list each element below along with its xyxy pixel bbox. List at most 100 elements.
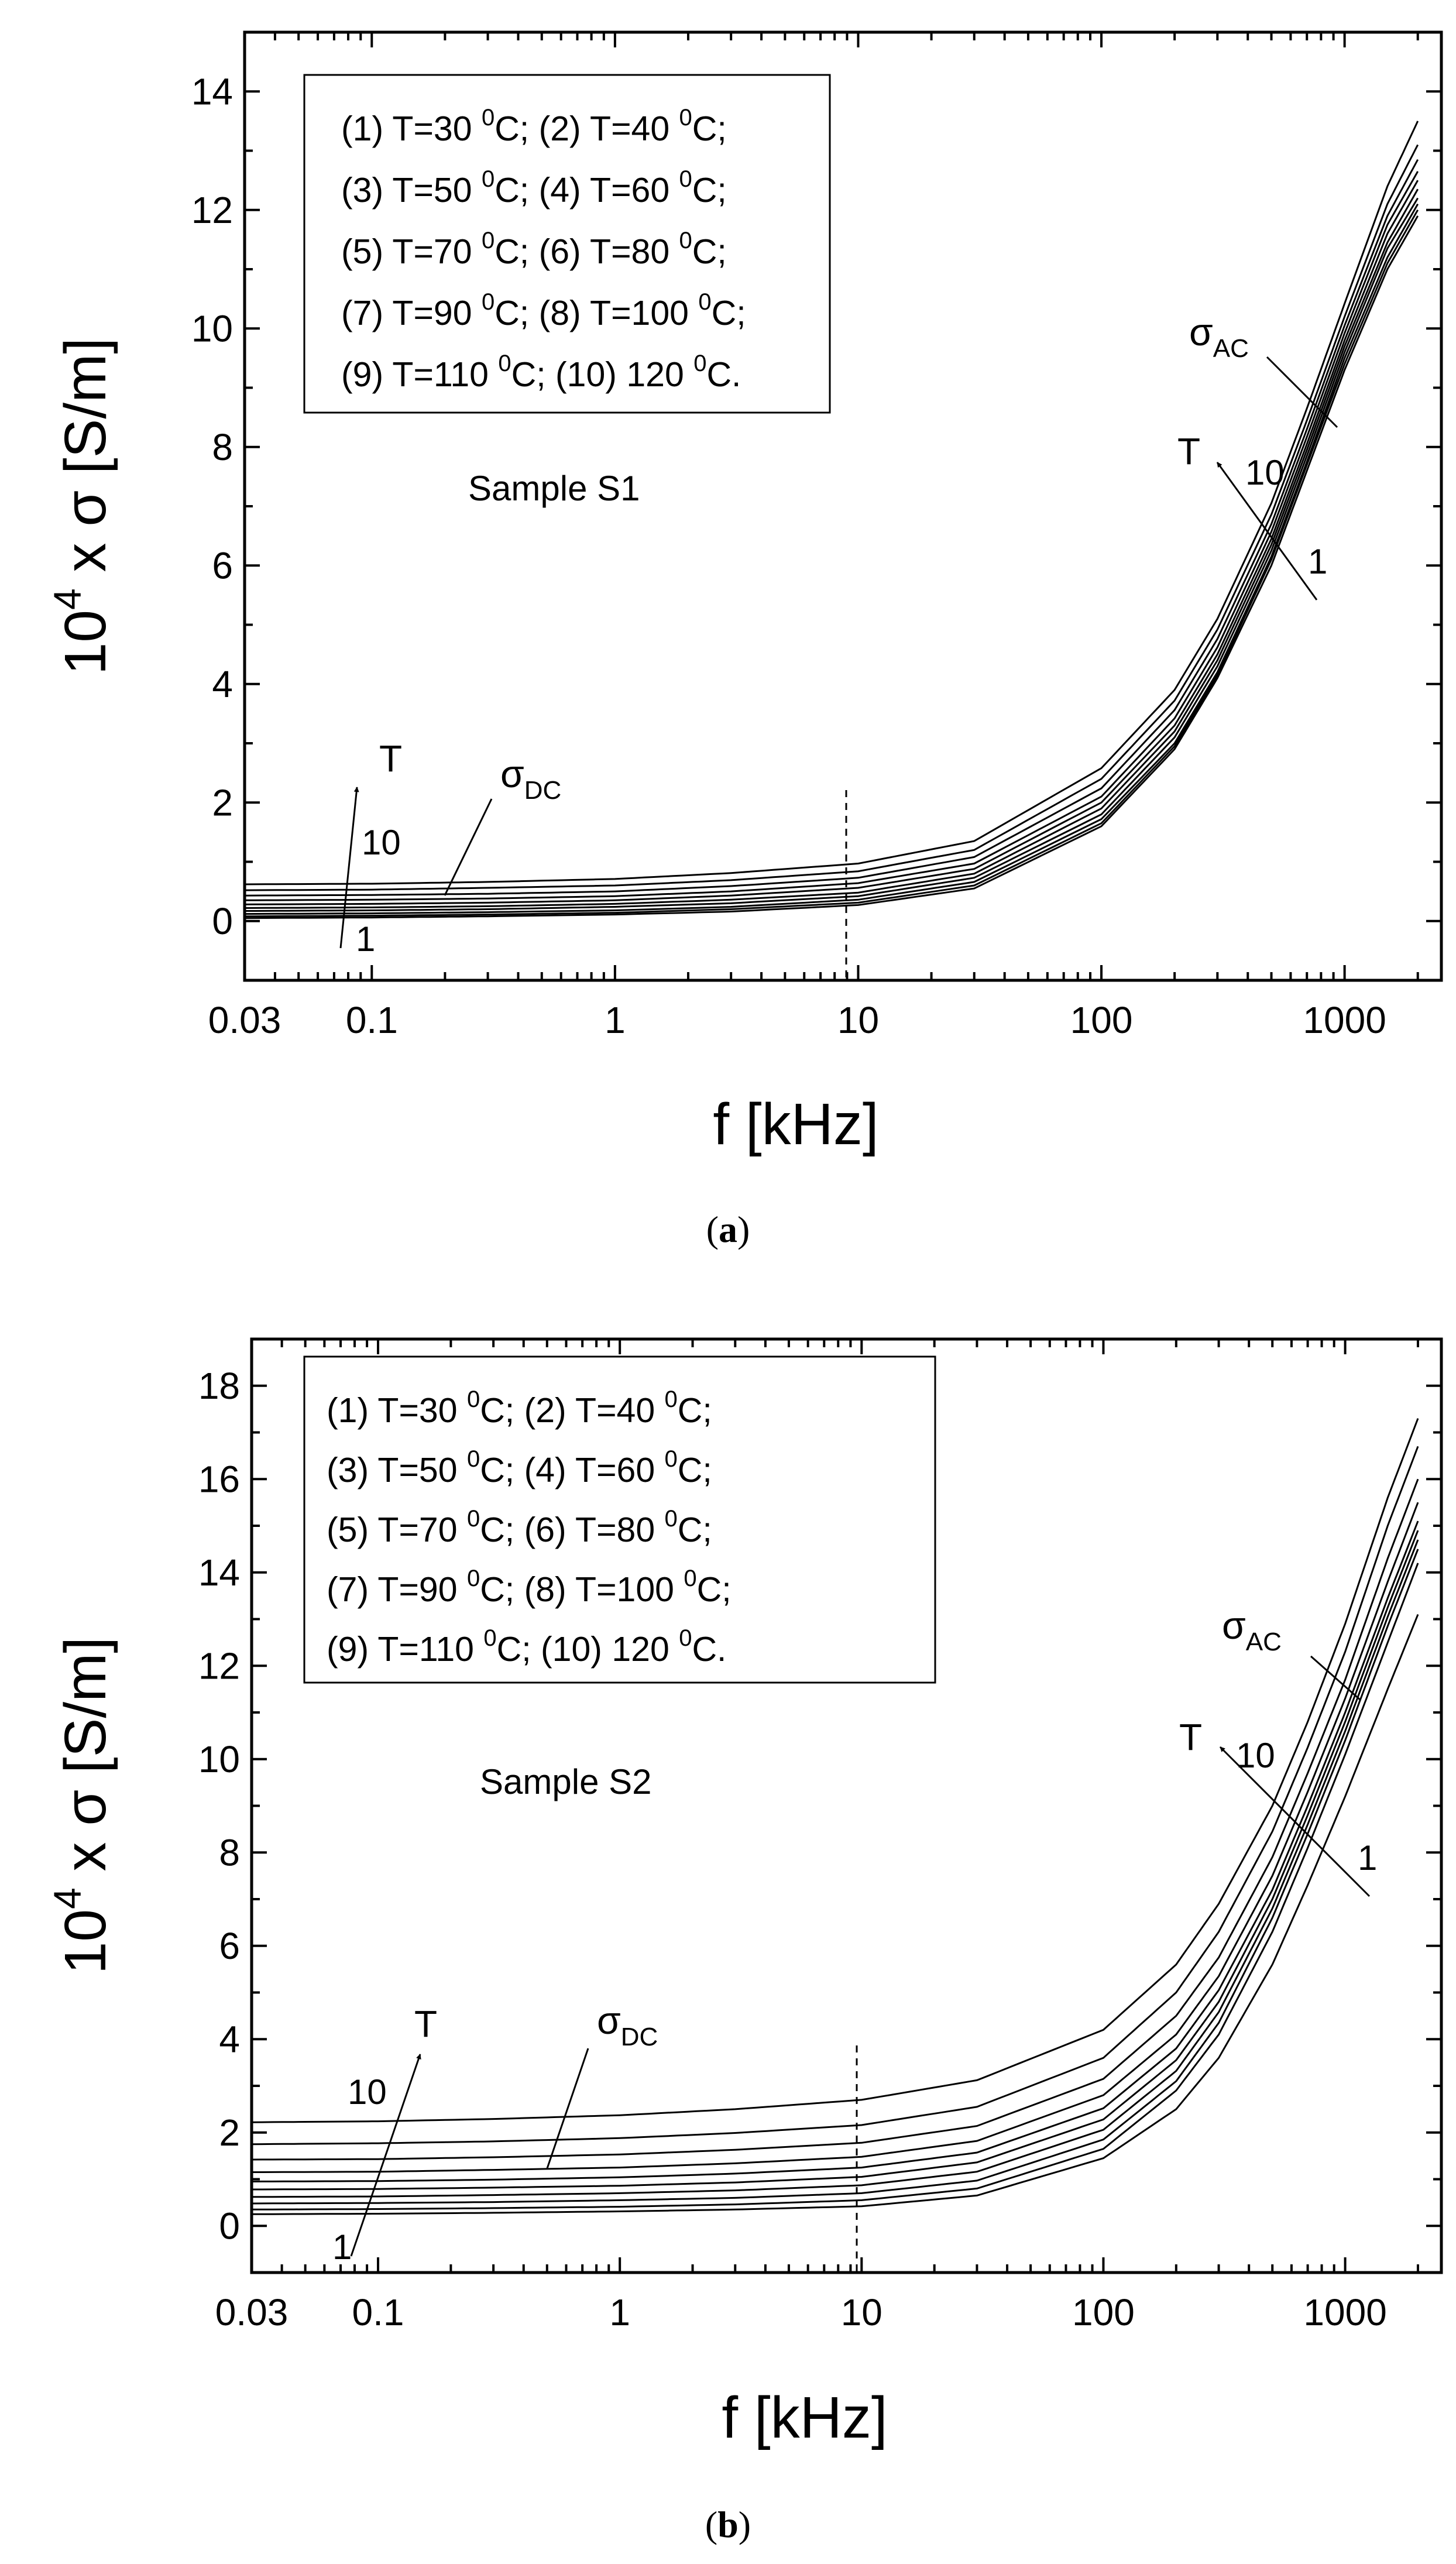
y-tick-label: 8 bbox=[219, 1831, 240, 1873]
series-line-6 bbox=[251, 1520, 1419, 2182]
series-line-4 bbox=[245, 197, 1419, 912]
x-tick-label: 1 bbox=[609, 2291, 630, 2333]
panel-a-legend-box bbox=[303, 74, 831, 414]
panel-a-dc-arrow-t-label: T bbox=[379, 737, 402, 780]
panel-a-legend: (1) T=30 0C; (2) T=40 0C; (3) T=50 0C; (… bbox=[341, 105, 746, 394]
series-line-3 bbox=[251, 1549, 1419, 2205]
panel-b-sigma-ac-label: σAC bbox=[1222, 1604, 1282, 1656]
panel-b-y-ticks: 0 2 4 6 8 10 12 14 16 18 bbox=[198, 1338, 1441, 2274]
y-tick-label: 14 bbox=[198, 1552, 240, 1594]
panel-a-caption: (a) bbox=[706, 1209, 750, 1250]
panel-a-ac-arrow-high-label: 10 bbox=[1245, 453, 1285, 492]
x-tick-label: 0.03 bbox=[208, 999, 281, 1041]
legend-row: (5) T=70 0C; (6) T=80 0C; bbox=[327, 1506, 712, 1549]
panel-b-curves bbox=[251, 1418, 1419, 2215]
panel-a-curves bbox=[244, 121, 1419, 919]
series-line-9 bbox=[244, 144, 1419, 891]
panel-a-dc-arrow-high-label: 10 bbox=[362, 823, 401, 862]
legend-row: (1) T=30 0C; (2) T=40 0C; bbox=[341, 105, 727, 148]
y-tick-label: 6 bbox=[212, 544, 233, 586]
panel-a-y-axis-label: 104 x σ [S/m] bbox=[46, 338, 118, 675]
x-tick-label: 100 bbox=[1072, 2291, 1135, 2333]
panel-a-dc-arrow-low-label: 1 bbox=[356, 919, 375, 959]
y-tick-label: 10 bbox=[191, 307, 233, 349]
legend-row: (9) T=110 0C; (10) 120 0C. bbox=[327, 1625, 726, 1669]
series-line-1 bbox=[251, 1614, 1419, 2215]
y-tick-label: 14 bbox=[191, 70, 233, 112]
series-line-2 bbox=[244, 210, 1419, 918]
x-tick-label: 100 bbox=[1070, 999, 1133, 1041]
panel-b-dc-temperature-arrow bbox=[350, 2054, 421, 2257]
panel-a-x-axis-label: f [kHz] bbox=[713, 1091, 878, 1157]
y-tick-label: 12 bbox=[198, 1645, 240, 1687]
x-tick-label: 10 bbox=[841, 2291, 882, 2333]
series-line-4 bbox=[251, 1539, 1419, 2198]
x-tick-label: 1000 bbox=[1303, 2291, 1386, 2333]
series-line-5 bbox=[244, 188, 1419, 909]
panel-b-y-axis-label: 104 x σ [S/m] bbox=[46, 1637, 118, 1974]
legend-row: (5) T=70 0C; (6) T=80 0C; bbox=[341, 228, 727, 271]
y-tick-label: 0 bbox=[219, 2205, 240, 2247]
legend-row: (1) T=30 0C; (2) T=40 0C; bbox=[327, 1386, 712, 1430]
legend-row: (7) T=90 0C; (8) T=100 0C; bbox=[341, 289, 746, 332]
panel-b-sigma-ac-leader bbox=[1310, 1655, 1361, 1701]
legend-row: (3) T=50 0C; (4) T=60 0C; bbox=[327, 1446, 712, 1489]
panel-b-ac-arrow-t-label: T bbox=[1179, 1716, 1202, 1758]
panel-b-legend: (1) T=30 0C; (2) T=40 0C; (3) T=50 0C; (… bbox=[327, 1386, 732, 1669]
panel-b-sigma-dc-leader bbox=[546, 2048, 589, 2169]
series-line-1 bbox=[244, 215, 1419, 919]
panel-b-ac-temperature-arrow bbox=[1219, 1746, 1371, 1897]
panel-a-sigma-ac-label: σAC bbox=[1189, 310, 1249, 363]
y-tick-label: 4 bbox=[219, 2018, 240, 2060]
series-line-3 bbox=[244, 203, 1419, 915]
y-tick-label: 8 bbox=[212, 426, 233, 468]
panel-a-ac-temperature-arrow bbox=[1216, 462, 1318, 600]
panel-a: 0 2 4 6 8 10 12 14 0.03 0.1 1 10 100 1000 (1) T=30 0… bbox=[46, 30, 1443, 1250]
y-tick-label: 16 bbox=[198, 1458, 240, 1500]
series-line-8 bbox=[244, 159, 1419, 897]
x-tick-label: 1 bbox=[605, 999, 626, 1041]
series-line-6 bbox=[244, 180, 1419, 905]
y-tick-label: 6 bbox=[219, 1925, 240, 1967]
panel-b-sigma-dc-label: σDC bbox=[597, 1999, 658, 2051]
y-tick-label: 10 bbox=[198, 1738, 240, 1780]
panel-b-ac-arrow-high-label: 10 bbox=[1236, 1736, 1275, 1775]
panel-b-ac-arrow-low-label: 1 bbox=[1358, 1838, 1377, 1877]
panel-a-sigma-ac-leader bbox=[1266, 356, 1338, 428]
series-line-2 bbox=[252, 1563, 1419, 2211]
series-line-10 bbox=[244, 121, 1419, 885]
x-tick-label: 0.1 bbox=[352, 2291, 404, 2333]
panel-b-x-axis-label: f [kHz] bbox=[722, 2385, 887, 2450]
panel-b-caption: (b) bbox=[705, 2504, 751, 2545]
panel-a-sigma-dc-leader bbox=[444, 798, 493, 896]
series-line-10 bbox=[251, 1418, 1419, 2123]
legend-row: (9) T=110 0C; (10) 120 0C. bbox=[341, 351, 741, 394]
panel-b-dc-arrow-high-label: 10 bbox=[348, 2072, 387, 2112]
series-line-7 bbox=[244, 171, 1419, 901]
panel-a-ac-arrow-low-label: 1 bbox=[1308, 542, 1327, 581]
series-line-7 bbox=[252, 1502, 1419, 2173]
panel-a-y-ticks: 0 2 4 6 8 10 12 14 bbox=[191, 31, 1441, 981]
panel-b-sample-label: Sample S2 bbox=[480, 1762, 652, 1801]
y-tick-label: 2 bbox=[212, 781, 233, 823]
panel-a-x-ticks: 0.03 0.1 1 10 100 1000 bbox=[208, 32, 1419, 1041]
legend-row: (7) T=90 0C; (8) T=100 0C; bbox=[327, 1566, 732, 1609]
panel-b-x-ticks: 0.03 0.1 1 10 100 1000 bbox=[215, 1339, 1419, 2333]
panel-a-ac-arrow-t-label: T bbox=[1177, 430, 1200, 472]
y-tick-label: 12 bbox=[191, 189, 233, 231]
legend-row: (3) T=50 0C; (4) T=60 0C; bbox=[341, 166, 727, 210]
series-line-9 bbox=[251, 1446, 1419, 2146]
y-tick-label: 2 bbox=[219, 2112, 240, 2154]
x-tick-label: 1000 bbox=[1303, 999, 1386, 1041]
y-tick-label: 0 bbox=[212, 900, 233, 942]
series-line-8 bbox=[251, 1478, 1419, 2161]
panel-a-sample-label: Sample S1 bbox=[468, 469, 640, 508]
panel-a-sigma-dc-label: σDC bbox=[500, 752, 561, 805]
panel-b-legend-box bbox=[303, 1355, 936, 1684]
series-line-5 bbox=[252, 1530, 1419, 2191]
y-tick-label: 18 bbox=[198, 1365, 240, 1407]
x-tick-label: 0.03 bbox=[215, 2291, 289, 2333]
x-tick-label: 10 bbox=[837, 999, 879, 1041]
panel-b-dc-arrow-low-label: 1 bbox=[332, 2227, 352, 2267]
